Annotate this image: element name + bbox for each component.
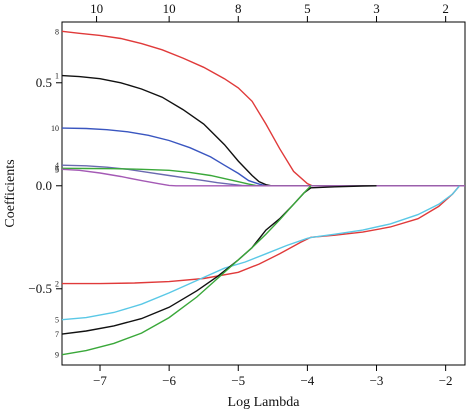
x-tick-label: −5 xyxy=(231,373,245,388)
coefficient-path-9 xyxy=(61,185,312,356)
path-label-layer: 8 1 10 463 2 5 7 9 xyxy=(51,27,59,359)
y-tick-label: −0.5 xyxy=(28,281,52,296)
y-tick-label: 0.5 xyxy=(36,75,52,90)
x-tick-label: −7 xyxy=(93,373,107,388)
top-tick-label: 2 xyxy=(442,1,449,16)
top-tick-label: 10 xyxy=(163,1,176,16)
x-tick-label: −3 xyxy=(370,373,384,388)
coefficient-path-2 xyxy=(62,185,461,285)
x-tick-label: −2 xyxy=(439,373,453,388)
y-tick-label: 0.0 xyxy=(36,178,52,193)
path-label-7: 7 xyxy=(55,330,59,339)
top-tick-label: 10 xyxy=(90,1,103,16)
path-label-10: 10 xyxy=(51,124,59,133)
coefficient-path-8 xyxy=(61,30,465,187)
path-label-3: 3 xyxy=(55,165,59,174)
path-label-9: 9 xyxy=(55,351,59,360)
x-axis-title: Log Lambda xyxy=(228,395,301,410)
path-label-4: 4 xyxy=(55,161,59,170)
x-axis-top: 10 10 8 5 3 2 xyxy=(90,1,449,22)
path-label-6: 6 xyxy=(55,164,59,173)
x-axis-bottom: −7 −6 −5 −4 −3 −2 xyxy=(93,365,453,388)
path-label-5: 5 xyxy=(55,316,59,325)
y-axis-title: Coefficients xyxy=(3,159,18,227)
x-tick-label: −6 xyxy=(162,373,176,388)
coefficient-path-1 xyxy=(61,74,465,187)
x-tick-label: −4 xyxy=(300,373,314,388)
top-tick-label: 5 xyxy=(304,1,311,16)
path-label-1: 1 xyxy=(55,72,59,81)
plot-frame xyxy=(61,21,466,366)
path-label-8: 8 xyxy=(55,27,59,36)
top-tick-label: 8 xyxy=(235,1,242,16)
coefficient-path-5 xyxy=(61,185,461,321)
coefficient-path-7 xyxy=(61,185,377,335)
coefficient-path-10 xyxy=(61,127,465,187)
path-label-2: 2 xyxy=(55,280,59,289)
top-tick-label: 3 xyxy=(373,1,380,16)
y-axis-left: −0.5 0.0 0.5 xyxy=(28,75,62,296)
coefficient-path-3 xyxy=(61,168,465,187)
series-layer xyxy=(61,30,465,356)
